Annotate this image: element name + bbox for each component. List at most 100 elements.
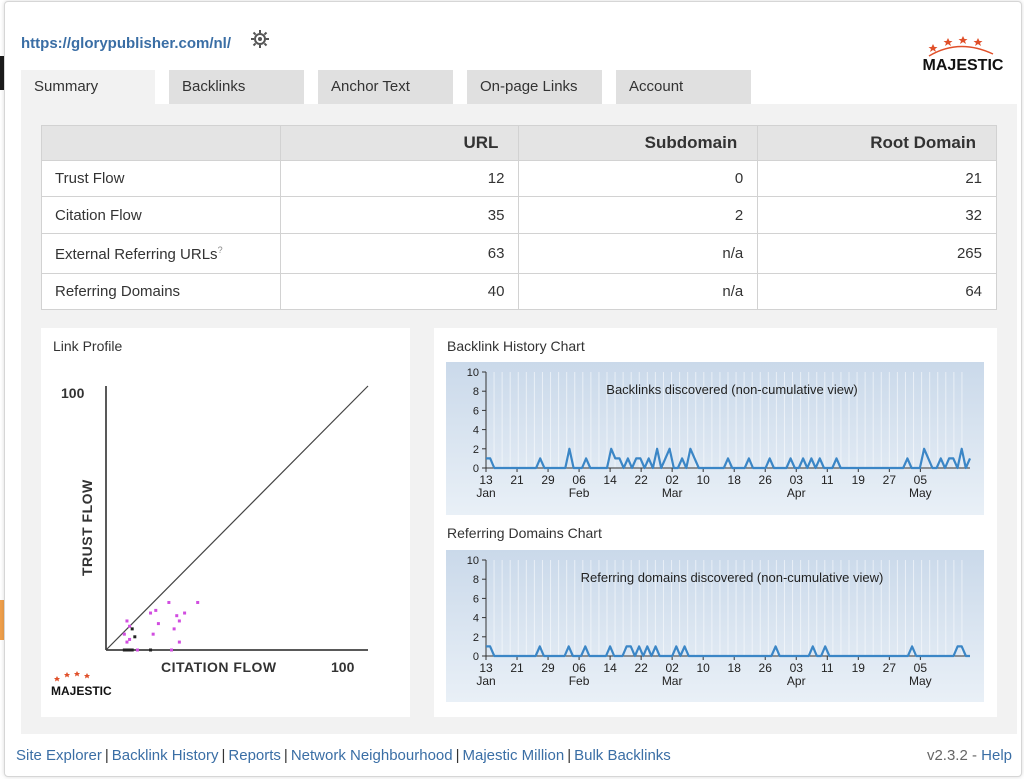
background-page-strip (0, 56, 5, 90)
x-month-label: Feb (569, 486, 590, 500)
row-label-cell: External Referring URLs? (41, 233, 281, 274)
backlink-history-chart: 0 2 4 6 8 10 13 21 29 06 14 22 02 10 18 26 03 11 19 27 05 Jan… (446, 362, 984, 515)
row-label: Referring Domains (41, 273, 281, 310)
scatter-point (125, 640, 129, 644)
x-tick-label: 27 (883, 661, 897, 675)
x-tick-label: 03 (790, 661, 804, 675)
help-link[interactable]: Help (981, 747, 1012, 764)
table-header-subdomain: Subdomain (518, 125, 759, 161)
version-info: v2.3.2 - Help (927, 747, 1012, 764)
gear-icon[interactable] (250, 29, 270, 49)
x-tick-label: 22 (634, 473, 648, 487)
link-profile-scatter: 100 100 CITATION FLOW TRUST FLOW MAJESTI… (51, 385, 369, 698)
majestic-popup: https://glorypublisher.com/nl/ MAJESTIC … (4, 1, 1022, 777)
x-month-label: Apr (787, 674, 806, 688)
x-tick-label: 29 (541, 661, 555, 675)
x-tick-label: 11 (821, 473, 834, 487)
x-tick-label: 13 (479, 473, 493, 487)
x-tick-label: 29 (541, 473, 555, 487)
scatter-point (149, 648, 153, 652)
series-line (486, 447, 972, 470)
row-label: Citation Flow (41, 196, 281, 234)
y-tick-label: 2 (473, 632, 479, 644)
scatter-point (149, 611, 153, 615)
y-tick-label: 8 (473, 386, 479, 398)
tab-summary[interactable]: Summary (21, 70, 155, 104)
cell-subdomain: 0 (518, 160, 759, 197)
scatter-point (125, 648, 129, 652)
summary-panel: URL Subdomain Root Domain Trust Flow 12 … (21, 104, 1017, 734)
x-tick-label: 11 (821, 661, 834, 675)
table-header-row: URL Subdomain Root Domain (41, 125, 997, 161)
footer-link-reports[interactable]: Reports (228, 747, 281, 764)
analyzed-url-link[interactable]: https://glorypublisher.com/nl/ (21, 35, 232, 52)
link-profile-box: Link Profile 100 100 CITATION FLOW TRUST… (41, 328, 410, 717)
chart-annotation: Referring domains discovered (non-cumula… (581, 570, 884, 585)
tab-account[interactable]: Account (616, 70, 751, 104)
y-tick-label: 4 (473, 425, 479, 437)
row-label: External Referring URLs (55, 245, 218, 263)
tab-on-page-links[interactable]: On-page Links (467, 70, 602, 104)
scatter-point (125, 619, 129, 623)
x-month-label: Apr (787, 486, 806, 500)
cell-root: 21 (757, 160, 997, 197)
diagonal-line (105, 385, 369, 651)
x-tick-label: 06 (572, 661, 586, 675)
footer-link-site-explorer[interactable]: Site Explorer (16, 747, 102, 764)
footer-link-bulk-backlinks[interactable]: Bulk Backlinks (574, 747, 671, 764)
table-row: Trust Flow 12 0 21 (41, 160, 997, 197)
x-tick-label: 19 (852, 661, 866, 675)
tab-backlinks[interactable]: Backlinks (169, 70, 304, 104)
backlink-history-title: Backlink History Chart (447, 338, 585, 354)
x-month-label: May (909, 486, 932, 500)
table-header-empty (41, 125, 281, 161)
scatter-point (177, 619, 181, 623)
x-month-label: Mar (662, 674, 683, 688)
flow-metrics-table: URL Subdomain Root Domain Trust Flow 12 … (41, 125, 997, 310)
y-tick-label: 10 (467, 367, 479, 379)
y-tick-label: 10 (467, 555, 479, 567)
scatter-point (156, 622, 160, 626)
help-tooltip-icon[interactable]: ? (217, 244, 223, 255)
y-tick-label: 6 (473, 593, 479, 605)
footer-link-backlink-history[interactable]: Backlink History (111, 747, 219, 764)
majestic-small-logo (54, 671, 90, 682)
x-month-label: May (909, 674, 932, 688)
cell-subdomain: n/a (518, 233, 759, 274)
x-tick-label: 26 (759, 473, 773, 487)
majestic-logo[interactable]: MAJESTIC (919, 32, 1009, 74)
tab-anchor-text[interactable]: Anchor Text (318, 70, 453, 104)
x-tick-label: 26 (759, 661, 773, 675)
cell-url: 63 (279, 233, 520, 274)
cell-subdomain: 2 (518, 196, 759, 234)
series-line (486, 645, 970, 658)
y-max-label: 100 (61, 385, 85, 401)
scatter-point (172, 627, 176, 631)
footer-separator: | (283, 747, 288, 764)
x-month-label: Mar (662, 486, 683, 500)
scatter-points (122, 600, 200, 652)
link-profile-title: Link Profile (53, 338, 123, 354)
footer-link-majestic-million[interactable]: Majestic Million (462, 747, 565, 764)
x-tick-label: 06 (572, 473, 586, 487)
x-tick-label: 22 (634, 661, 648, 675)
y-tick-label: 0 (473, 463, 479, 475)
cell-url: 40 (279, 273, 520, 310)
scatter-point (151, 632, 155, 636)
scatter-point (196, 600, 200, 604)
scatter-point (122, 648, 126, 652)
y-axis-title: TRUST FLOW (79, 479, 95, 576)
row-label: Trust Flow (41, 160, 281, 197)
scatter-point (128, 637, 132, 641)
background-page-button-edge (0, 600, 5, 640)
scatter-point (135, 648, 139, 652)
y-tick-label: 2 (473, 444, 479, 456)
footer-separator: | (455, 747, 460, 764)
x-month-label: Jan (476, 674, 495, 688)
footer-link-network-neighbourhood[interactable]: Network Neighbourhood (290, 747, 453, 764)
version-text: v2.3.2 - (926, 747, 982, 764)
footer-links: Site Explorer | Backlink History | Reports | N… (16, 747, 671, 764)
x-tick-label: 02 (665, 661, 679, 675)
